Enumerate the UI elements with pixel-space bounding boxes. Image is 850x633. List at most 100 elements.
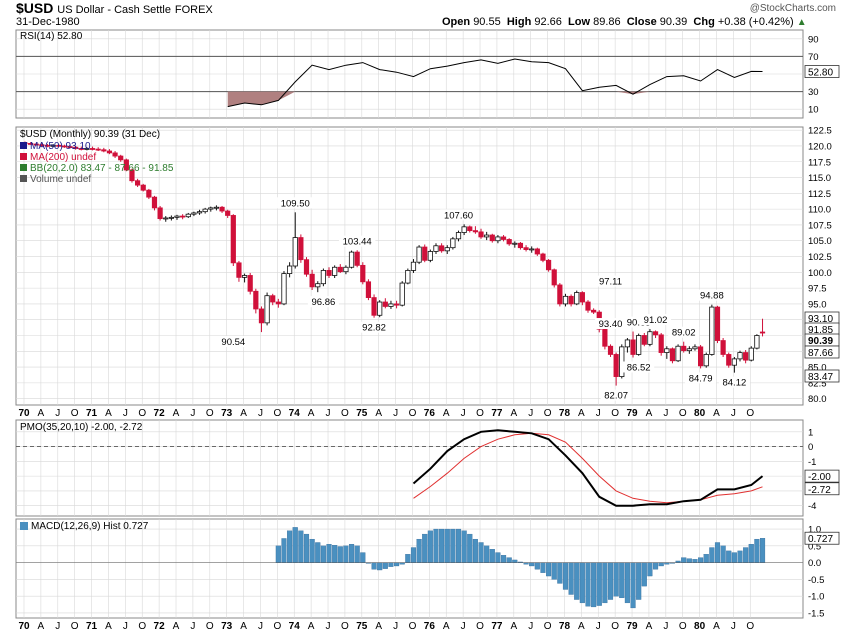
candle-body xyxy=(427,251,433,261)
x-axis-label: J xyxy=(393,621,398,632)
candle-body xyxy=(410,261,417,271)
candle-body xyxy=(472,230,479,233)
x-axis-label: A xyxy=(510,621,517,632)
candle-body xyxy=(748,347,754,361)
candle-body xyxy=(303,259,310,275)
close-label: Close xyxy=(626,16,657,28)
macd-hist-bar xyxy=(360,552,366,563)
macd-hist-bar xyxy=(692,559,698,563)
annotation-label: 84.12 xyxy=(722,378,746,389)
macd-hist-bar xyxy=(354,545,360,563)
candle-body xyxy=(393,303,400,306)
candle-body xyxy=(309,273,315,288)
candle-body xyxy=(377,301,383,316)
candle-body xyxy=(106,150,113,154)
y-tick-label: 1.0 xyxy=(808,525,821,536)
macd-hist-bar xyxy=(298,530,304,563)
x-axis-label: 73 xyxy=(221,408,233,419)
rsi-value-tag: 52.80 xyxy=(808,68,833,79)
candle-body xyxy=(669,348,676,362)
x-axis-label: J xyxy=(55,408,60,419)
macd-hist-bar xyxy=(467,533,473,563)
macd-hist-bar xyxy=(309,538,315,563)
y-tick-label: 70 xyxy=(808,52,819,63)
candle-body xyxy=(320,270,326,285)
rsi-line xyxy=(227,58,763,108)
macd-hist-bar xyxy=(371,562,377,570)
candle-body xyxy=(61,145,68,148)
candle-body xyxy=(343,266,349,273)
x-axis-label: A xyxy=(173,408,180,419)
x-axis-label: O xyxy=(746,408,754,419)
annotation-label: 93.40 xyxy=(599,319,623,330)
x-axis-label: 78 xyxy=(559,408,571,419)
candle-body xyxy=(574,292,580,305)
macd-title: MACD(12,26,9) Hist 0.727 xyxy=(31,521,149,532)
candle-body xyxy=(613,354,619,377)
ohlc-readout: Open 90.55 High 92.66 Low 89.86 Close 90… xyxy=(442,16,807,28)
x-axis-label: J xyxy=(528,408,533,419)
rsi-title: RSI(14) 52.80 xyxy=(20,31,83,42)
macd-hist-bar xyxy=(546,562,552,577)
chart-symbol: $USD US Dollar - Cash Settle FOREX xyxy=(16,0,213,16)
annotation-bg xyxy=(440,209,477,221)
candle-body xyxy=(180,215,186,218)
x-axis-label: A xyxy=(240,621,247,632)
x-axis-label: 77 xyxy=(491,621,503,632)
x-axis-label: J xyxy=(190,621,195,632)
x-axis-label: O xyxy=(544,621,552,632)
annotation-label: 90.54 xyxy=(221,337,245,348)
macd-hist-bar xyxy=(630,562,636,609)
macd-value-tag-box xyxy=(804,531,840,545)
pmo-signal-line xyxy=(413,432,763,504)
x-axis-label: O xyxy=(679,408,687,419)
symbol-name: US Dollar - Cash Settle xyxy=(57,4,171,16)
candle-body xyxy=(44,144,51,147)
price-title: $USD (Monthly) 90.39 (31 Dec) xyxy=(20,129,160,140)
candle-body xyxy=(382,301,388,307)
y-tick-label: 80.0 xyxy=(808,394,827,405)
candle-body xyxy=(247,275,253,292)
pmo-value-tag: -2.00 xyxy=(808,472,831,483)
y-tick-label: 10 xyxy=(808,105,819,116)
annotation-bg xyxy=(217,336,249,348)
legend-volume: Volume undef xyxy=(30,174,91,185)
macd-hist-bar xyxy=(574,562,580,600)
annotation-bg xyxy=(685,372,717,384)
candle-body xyxy=(461,226,467,233)
annotation-label: 86.52 xyxy=(627,362,651,373)
macd-hist-bar xyxy=(377,562,383,571)
x-axis-label: 76 xyxy=(424,621,436,632)
macd-hist-bar xyxy=(433,528,439,563)
low-value: 89.86 xyxy=(593,16,621,28)
x-axis-label: 80 xyxy=(694,408,706,419)
candle-body xyxy=(484,234,490,238)
x-axis-label: A xyxy=(713,408,720,419)
candle-body xyxy=(489,234,495,242)
candle-body xyxy=(591,309,597,313)
rsi-value-tag-box xyxy=(804,65,840,78)
candle-body xyxy=(101,149,107,152)
candle-body xyxy=(287,265,293,274)
pmo-signal-tag-box xyxy=(804,482,840,496)
candle-body xyxy=(455,232,462,240)
x-axis-label: A xyxy=(375,621,382,632)
macd-hist-bar xyxy=(709,547,715,563)
candle-body xyxy=(399,282,405,306)
x-axis-label: O xyxy=(341,621,349,632)
x-axis-label: O xyxy=(611,408,619,419)
macd-hist-bar xyxy=(484,545,490,563)
macd-hist-bar xyxy=(455,528,462,563)
candle-body xyxy=(636,335,642,355)
y-tick-label: 122.5 xyxy=(808,126,832,137)
close-value: 90.39 xyxy=(659,16,688,28)
candle-body xyxy=(253,290,259,310)
price-value-tag: 91.85 xyxy=(808,325,833,336)
x-axis-label: 74 xyxy=(289,621,301,632)
candle-body xyxy=(241,275,248,278)
candle-body xyxy=(422,246,428,261)
price-value-tag: 87.66 xyxy=(808,348,833,359)
annotation-bg xyxy=(307,296,339,308)
x-axis-label: O xyxy=(611,621,619,632)
